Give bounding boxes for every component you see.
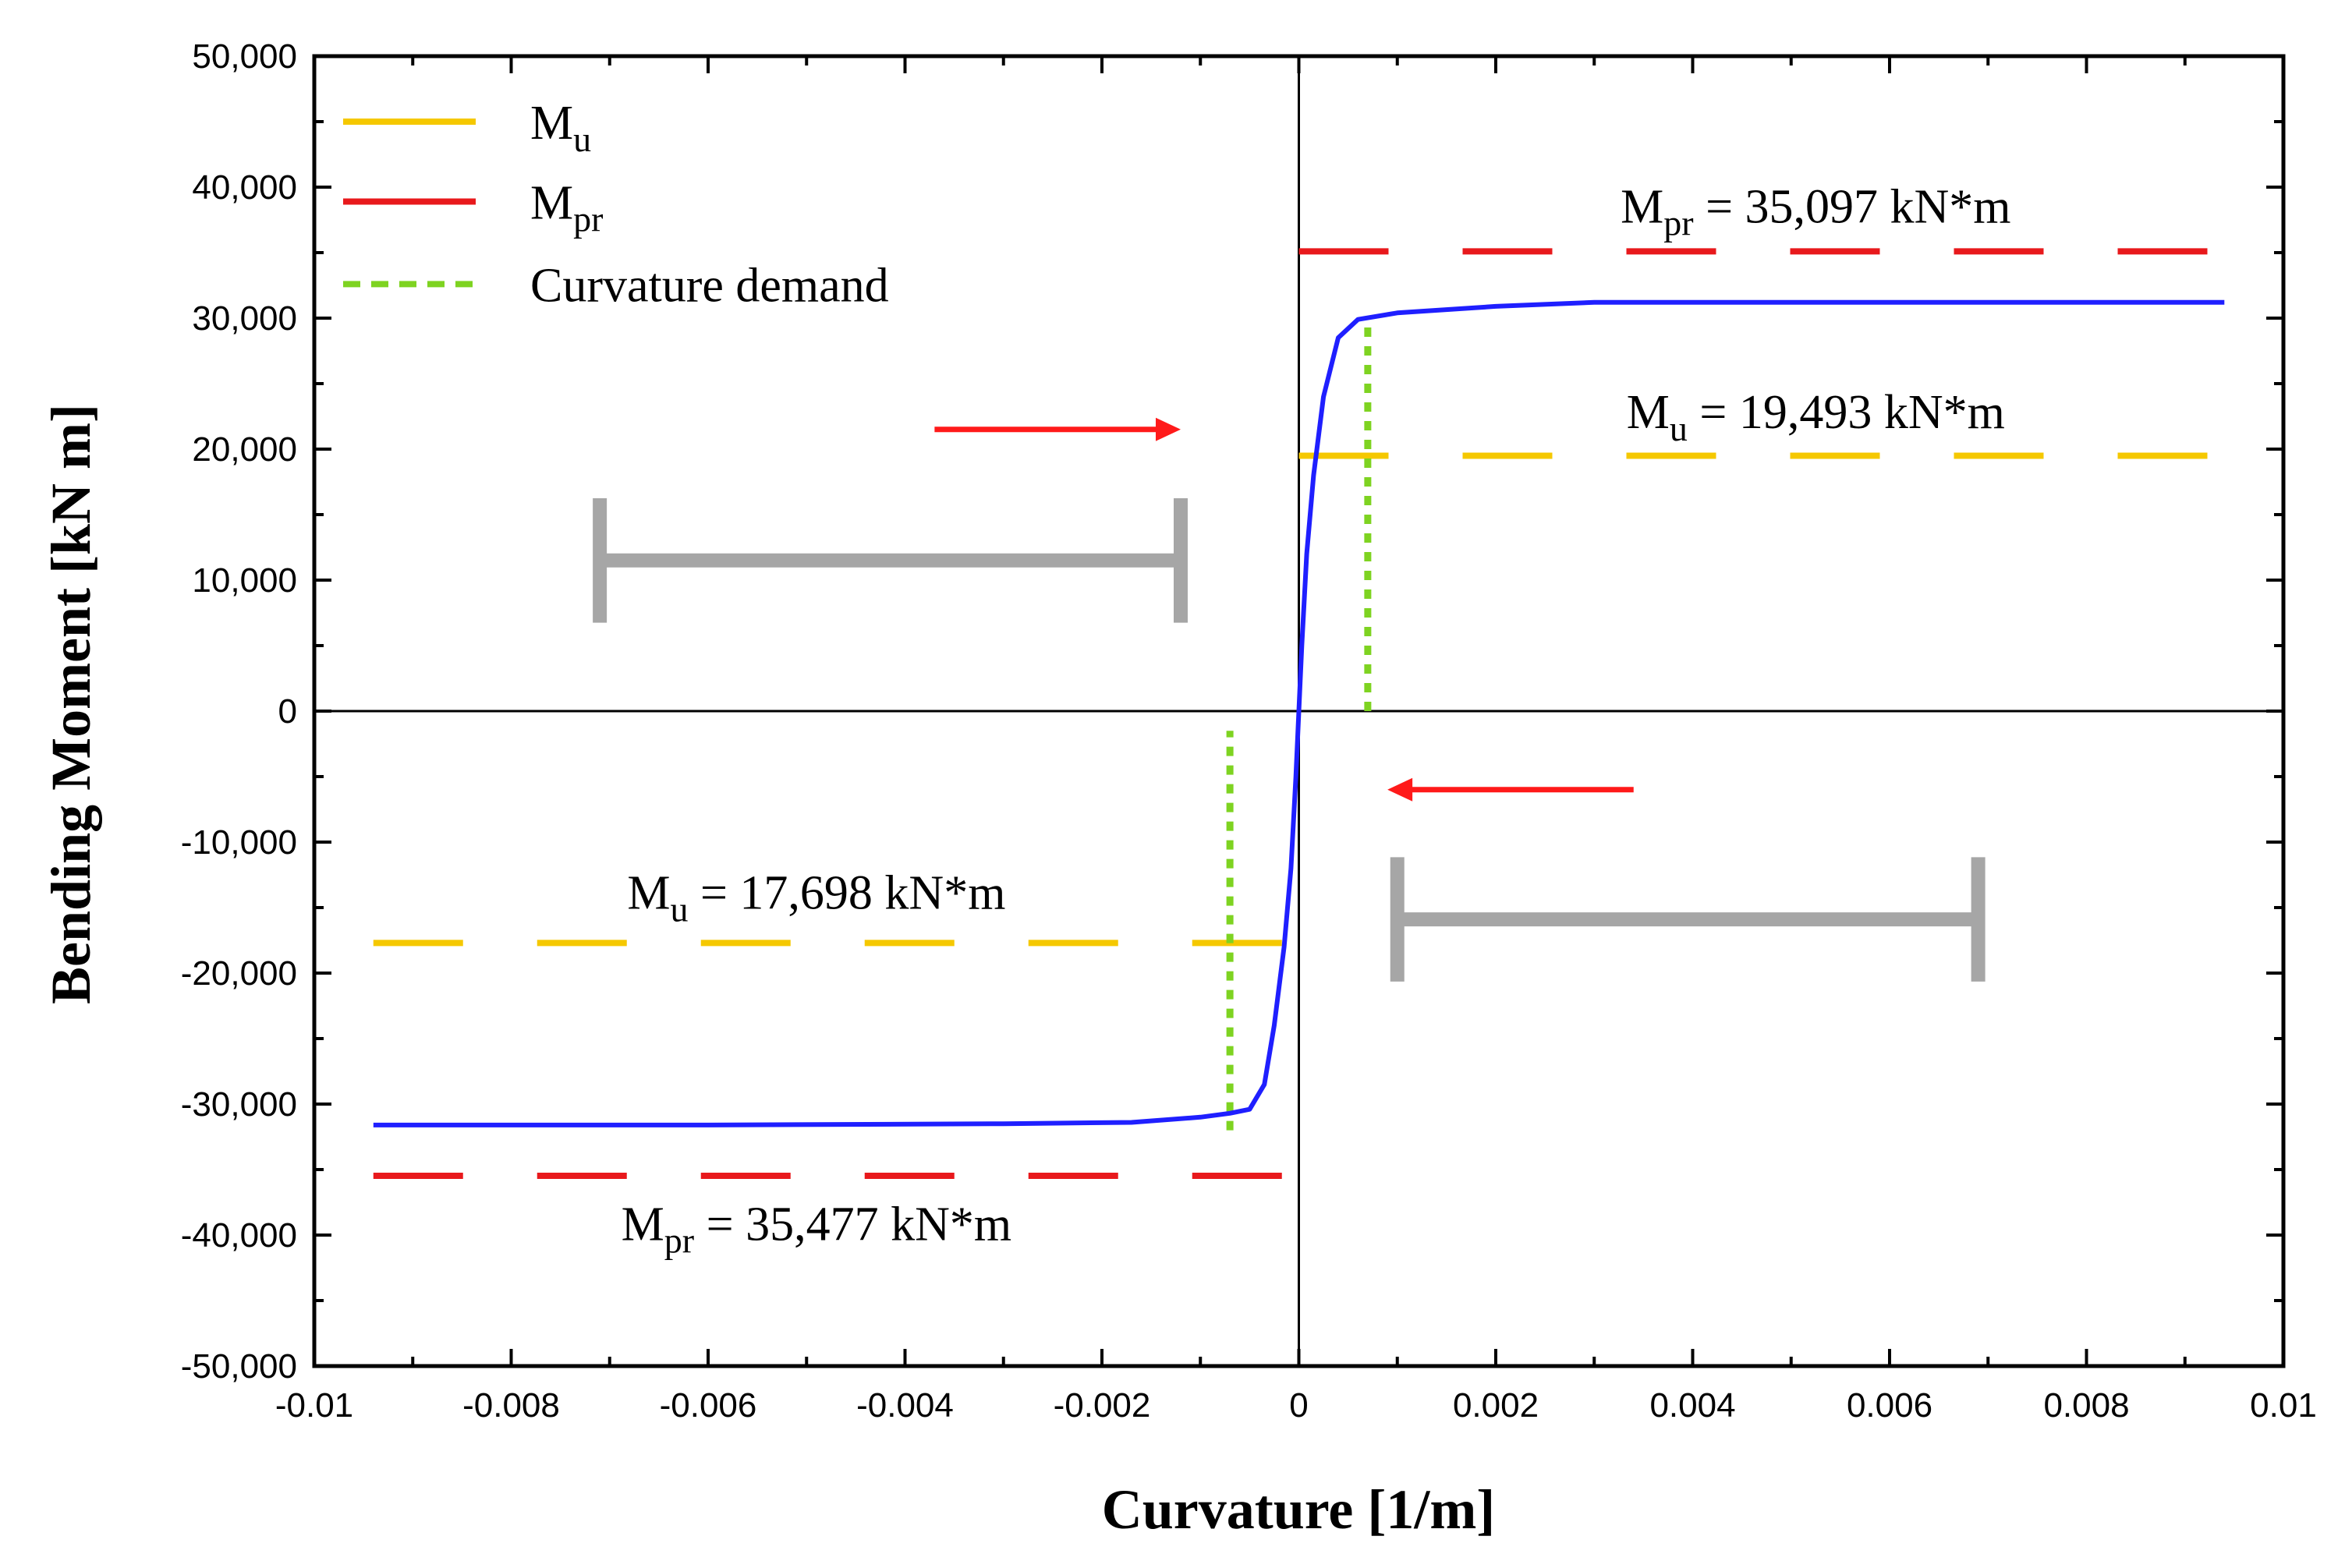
x-tick-label: 0.01 bbox=[2250, 1386, 2317, 1425]
y-tick-label: 20,000 bbox=[192, 430, 297, 469]
annotations: Mpr = 35,097 kN*m Mu = 19,493 kN*m Mu = 17… bbox=[622, 180, 2011, 1260]
curvature-demand-lines bbox=[1226, 318, 1372, 1131]
x-tick-label: 0 bbox=[1289, 1386, 1308, 1425]
direction-arrows bbox=[934, 417, 1634, 802]
tick-labels: -0.01 -0.008 -0.006 -0.004 -0.002 0 0.002 0.004… bbox=[181, 37, 2317, 1425]
i-beam-icon bbox=[593, 498, 1188, 623]
y-tick-label: -40,000 bbox=[181, 1216, 297, 1255]
i-beam-icon bbox=[1390, 857, 1986, 982]
moment-annotation: Mu = 19,493 kN*m bbox=[1627, 386, 2005, 448]
arrow-head bbox=[1156, 417, 1181, 441]
legend-label: Curvature demand bbox=[530, 259, 889, 312]
legend: Mu Mpr Curvature demand bbox=[343, 97, 889, 312]
y-tick-label: 30,000 bbox=[192, 299, 297, 338]
x-tick-label: 0.004 bbox=[1649, 1386, 1735, 1425]
y-tick-label: 50,000 bbox=[192, 37, 297, 76]
y-tick-label: -30,000 bbox=[181, 1085, 297, 1124]
legend-label: Mpr bbox=[530, 176, 603, 239]
x-tick-label: -0.008 bbox=[462, 1386, 560, 1425]
moment-curvature-curve bbox=[373, 299, 2225, 1127]
x-tick-label: 0.006 bbox=[1847, 1386, 1932, 1425]
axis-ticks bbox=[313, 55, 2285, 1368]
moment-annotation: Mu = 17,698 kN*m bbox=[627, 867, 1005, 929]
arrow-head bbox=[1387, 777, 1413, 802]
direction-arrow bbox=[934, 417, 1181, 441]
series-lines bbox=[373, 299, 2225, 1127]
beam-icons bbox=[593, 498, 1986, 982]
moment-annotation: Mpr = 35,097 kN*m bbox=[1621, 180, 2010, 242]
y-tick-label: -20,000 bbox=[181, 954, 297, 993]
x-tick-label: 0.008 bbox=[2043, 1386, 2129, 1425]
x-tick-label: -0.004 bbox=[856, 1386, 954, 1425]
direction-arrow bbox=[1387, 777, 1634, 802]
x-axis-title: Curvature [1/m] bbox=[1102, 1478, 1496, 1541]
y-tick-label: -10,000 bbox=[181, 823, 297, 862]
y-tick-label: -50,000 bbox=[181, 1347, 297, 1386]
moment-annotation: Mpr = 35,477 kN*m bbox=[622, 1198, 1011, 1261]
legend-label: Mu bbox=[530, 97, 591, 159]
x-tick-label: -0.01 bbox=[275, 1386, 353, 1425]
y-tick-label: 0 bbox=[278, 692, 297, 731]
x-tick-label: -0.002 bbox=[1054, 1386, 1151, 1425]
y-tick-label: 10,000 bbox=[192, 561, 297, 600]
y-axis-title: Bending Moment [kN m] bbox=[40, 404, 102, 1004]
y-tick-label: 40,000 bbox=[192, 168, 297, 207]
x-tick-label: 0.002 bbox=[1453, 1386, 1539, 1425]
x-tick-label: -0.006 bbox=[660, 1386, 757, 1425]
